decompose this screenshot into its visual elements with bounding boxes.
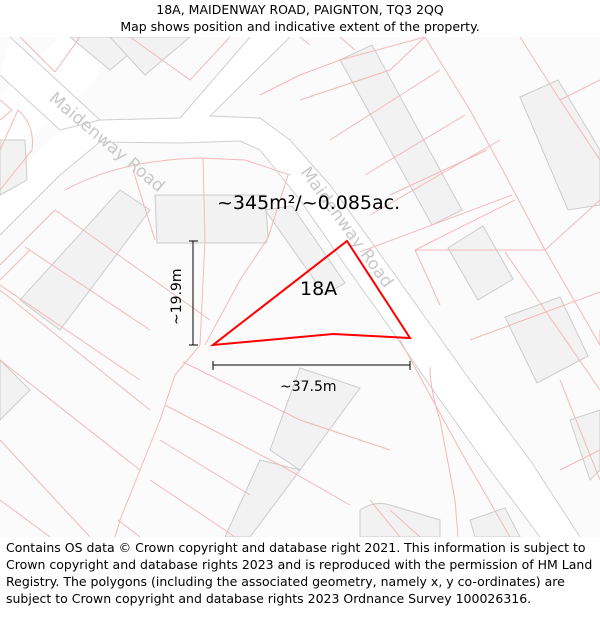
map-subtitle: Map shows position and indicative extent… [120, 19, 480, 34]
map-header: 18A, MAIDENWAY ROAD, PAIGNTON, TQ3 2QQ M… [0, 0, 600, 38]
property-map[interactable]: Maidenway Road Maidenway Road ~345m²/~0.… [0, 37, 600, 537]
width-dimension [212, 361, 411, 370]
property-outline[interactable] [209, 239, 412, 347]
attribution-text: Contains OS data © Crown copyright and d… [6, 540, 593, 606]
height-dimension [189, 240, 198, 346]
width-dimension-label: ~37.5m [280, 379, 337, 395]
buildings [0, 37, 600, 537]
area-label: ~345m²/~0.085ac. [217, 192, 400, 214]
roads [0, 37, 581, 537]
height-dimension-label: ~19.9m [169, 268, 185, 325]
parcel-lines [0, 37, 600, 537]
plot-label: 18A [300, 278, 337, 300]
property-address: 18A, MAIDENWAY ROAD, PAIGNTON, TQ3 2QQ [156, 2, 444, 17]
